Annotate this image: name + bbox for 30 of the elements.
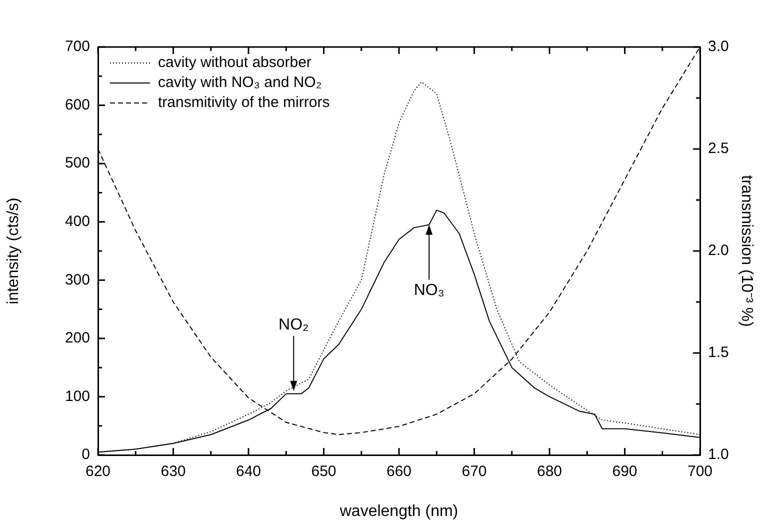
- y2-tick-label: 2.0: [708, 242, 729, 260]
- legend-label: cavity without absorber: [158, 54, 312, 72]
- x-tick-label: 640: [236, 463, 262, 480]
- y-tick-label: 600: [64, 96, 90, 114]
- x-tick-label: 630: [160, 463, 186, 480]
- y2-tick-label: 2.5: [708, 140, 729, 158]
- y-tick-label: 100: [64, 388, 90, 405]
- legend-label: transmitivity of the mirrors: [158, 94, 330, 112]
- y-tick-label: 0: [82, 446, 90, 464]
- annotation: NO₃: [414, 282, 444, 300]
- x-tick-label: 690: [612, 463, 638, 480]
- x-tick-label: 650: [311, 463, 336, 480]
- y2-tick-label: 1.0: [708, 446, 729, 464]
- annotation: NO₂: [278, 316, 309, 334]
- x-tick-label: 620: [85, 463, 111, 480]
- y2-axis-title: transmission (10⁻³ %): [738, 175, 755, 327]
- y2-tick-label: 1.5: [708, 344, 729, 362]
- y-axis-title: intensity (cts/s): [5, 198, 22, 304]
- y-tick-label: 700: [64, 38, 90, 56]
- legend-label: cavity with NO₃ and NO₂: [158, 74, 322, 92]
- y-tick-label: 500: [64, 154, 90, 172]
- x-tick-label: 680: [536, 463, 562, 480]
- x-axis-title: wavelength (nm): [338, 502, 458, 520]
- x-tick-label: 700: [687, 463, 713, 480]
- y-tick-label: 200: [64, 330, 90, 347]
- y2-tick-label: 3.0: [708, 38, 729, 56]
- y-tick-label: 400: [64, 213, 90, 230]
- x-tick-label: 670: [462, 463, 487, 480]
- x-tick-label: 660: [386, 463, 412, 480]
- y-tick-label: 300: [64, 271, 90, 288]
